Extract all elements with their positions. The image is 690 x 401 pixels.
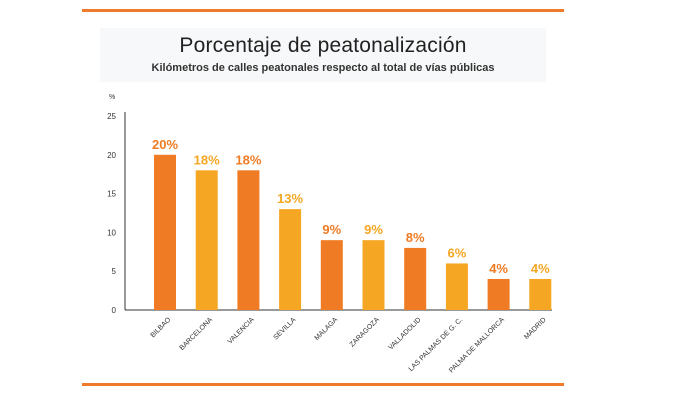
bar-valencia <box>237 170 260 310</box>
x-category-label: BARCELONA <box>179 316 215 352</box>
x-category-label: VALENCIA <box>227 316 256 345</box>
bar-las-palmas-de-g-c- <box>445 263 468 310</box>
bottom-rule <box>82 383 564 386</box>
bar-data-label: 4% <box>531 261 550 276</box>
y-tick-label: 25 <box>107 112 116 121</box>
bar-valladolid <box>404 247 427 310</box>
bar-sevilla <box>279 209 302 310</box>
bar-data-label: 20% <box>152 137 178 152</box>
x-axis-labels: BILBAO BARCELONA VALENCIA SEVILLA MALAGA ZARA… <box>150 316 548 374</box>
chart-title: Porcentaje de peatonalización <box>179 34 467 57</box>
x-category-label: MADRID <box>523 316 547 340</box>
y-tick-label: 0 <box>112 306 117 315</box>
x-category-label: BILBAO <box>150 316 173 339</box>
bar-data-label: 8% <box>406 230 425 245</box>
bar-data-label: 6% <box>448 245 467 260</box>
bars-group: 20% 18% 18% 13% 9% 9% 8% 6% 4% 4% <box>152 137 552 310</box>
y-tick-label: 10 <box>107 228 116 237</box>
bar-data-label: 18% <box>235 152 261 167</box>
bar-data-label: 9% <box>364 222 383 237</box>
bar-malaga <box>320 240 343 310</box>
bar-barcelona <box>195 170 218 310</box>
x-category-label: MALAGA <box>314 316 340 342</box>
y-tick-label: 15 <box>107 190 116 199</box>
x-category-label: VALLADOLID <box>387 316 422 351</box>
bar-palma-de-mallorca <box>487 278 510 310</box>
y-axis-unit-label: % <box>109 94 115 101</box>
bar-madrid <box>529 278 552 310</box>
x-category-label: SEVILLA <box>272 316 297 341</box>
bar-data-label: 13% <box>277 191 303 206</box>
y-tick-label: 20 <box>107 151 116 160</box>
top-rule <box>82 9 564 12</box>
y-tick-label: 5 <box>112 267 117 276</box>
x-category-label: ZARAGOZA <box>349 316 381 348</box>
bar-bilbao <box>154 154 176 310</box>
chart-subtitle: Kilómetros de calles peatonales respecto… <box>151 62 495 74</box>
bar-zaragoza <box>362 240 385 310</box>
title-band <box>100 28 546 82</box>
bar-data-label: 4% <box>489 261 508 276</box>
bar-data-label: 18% <box>194 152 220 167</box>
bar-data-label: 9% <box>322 222 341 237</box>
